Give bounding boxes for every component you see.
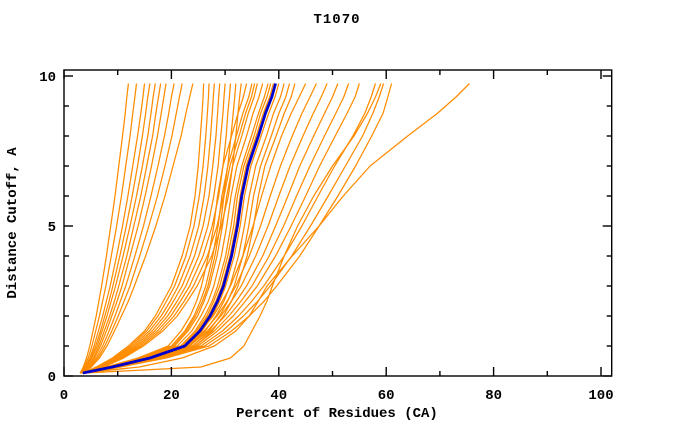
model-curve [83,83,339,374]
model-curve [83,83,215,374]
plot-frame [63,69,613,377]
model-curve [79,83,248,374]
model-curve [79,83,130,374]
model-curves-layer [79,83,470,374]
y-axis-label: Distance Cutoff, A [5,147,21,299]
model-curve [79,83,138,374]
model-curve [83,83,221,374]
tick-marks-layer [63,70,612,377]
x-tick-label-60: 60 [378,388,395,404]
chart-title: T1070 [313,12,360,28]
model-curve [82,83,210,374]
model-curve [82,83,175,374]
x-tick-label-20: 20 [163,388,180,404]
model-curve [83,83,350,374]
median-curve-layer [82,83,277,375]
model-curve [80,83,151,374]
x-tick-label-100: 100 [588,388,613,404]
model-curve [85,83,393,374]
model-curve [84,83,237,374]
model-curve [82,83,183,374]
model-curve [81,83,264,374]
model-curve [85,83,382,374]
model-curve [79,83,146,374]
x-tick-label-0: 0 [60,388,68,404]
model-curve [82,83,194,374]
x-tick-label-80: 80 [485,388,502,404]
model-curve [81,83,167,374]
model-curve [81,83,258,374]
y-tick-label-0: 0 [48,370,56,386]
model-curve [84,83,377,374]
model-curve [83,83,226,374]
x-axis-label: Percent of Residues (CA) [236,406,438,422]
x-tick-label-40: 40 [270,388,287,404]
model-curve [80,83,156,374]
y-tick-label-5: 5 [48,220,56,236]
y-tick-label-10: 10 [39,70,56,86]
median-curve [82,83,277,375]
model-curve [84,83,385,374]
model-curve [84,83,360,374]
model-curve [82,83,205,374]
model-curve [83,83,232,374]
model-curve [82,83,470,374]
model-curve [81,83,162,374]
